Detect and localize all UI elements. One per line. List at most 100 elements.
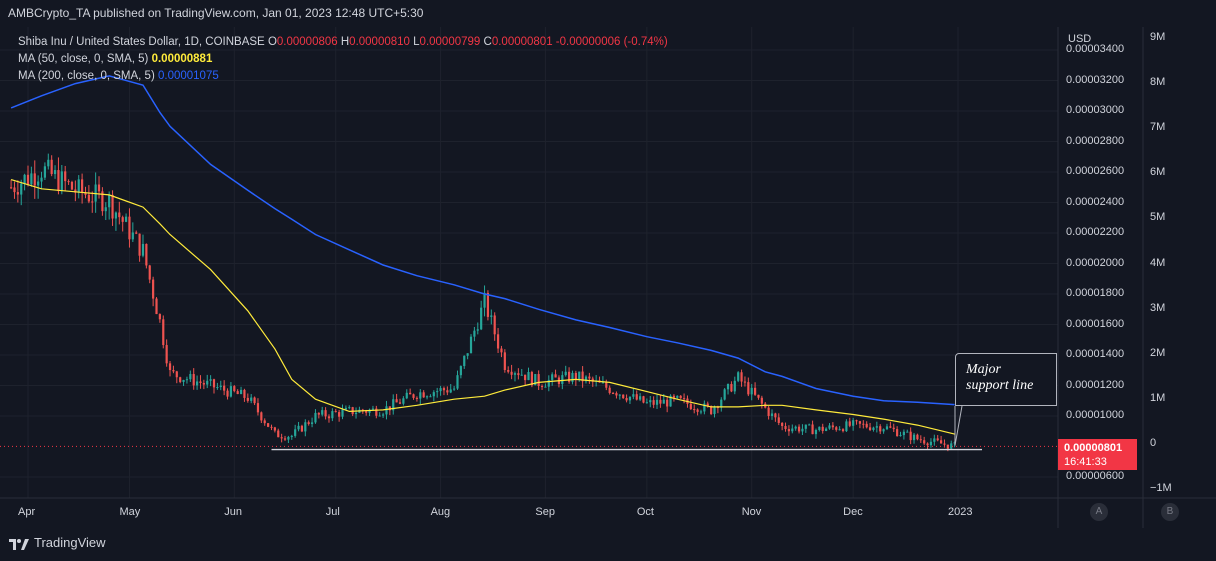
symbol-name[interactable]: Shiba Inu / United States Dollar, 1D, CO… (18, 36, 265, 48)
candle-body (412, 394, 415, 398)
candle-body (114, 212, 118, 219)
callout-line-1: Major (966, 362, 1001, 377)
candle-body (652, 400, 655, 405)
candle-body (544, 386, 547, 388)
scale-b-button[interactable]: B (1161, 503, 1179, 521)
candle-body (344, 407, 347, 410)
candle-body (321, 410, 324, 415)
time-tick-label: May (119, 506, 141, 518)
candle-body (16, 192, 19, 195)
candle-body (297, 425, 300, 430)
candle-body (446, 390, 449, 393)
candle-body (720, 399, 723, 408)
candle-body (483, 292, 486, 308)
candle-body (669, 395, 672, 407)
candle-body (513, 373, 517, 375)
candle-body (236, 391, 239, 395)
ohlc-values: O0.00000806 H0.00000810 L0.00000799 C0.0… (267, 36, 668, 48)
candle-body (226, 390, 229, 397)
candle-body (909, 431, 912, 441)
candle-body (713, 407, 716, 415)
candle-body (195, 381, 199, 386)
price-tick-label: 0.00003200 (1066, 73, 1125, 86)
candle-body (618, 394, 621, 396)
candle-body (770, 413, 774, 416)
candle-body (253, 397, 256, 404)
auto-scale-button[interactable]: A (1090, 503, 1108, 521)
candle-body (496, 334, 500, 349)
candle-body (229, 386, 233, 397)
candle-body (950, 443, 953, 449)
ma200-legend[interactable]: MA (200, close, 0, SMA, 5) 0.00001075 (18, 70, 219, 82)
candle-body (574, 372, 577, 380)
candle-body (185, 379, 189, 381)
support-callout[interactable]: Major support line (955, 353, 1057, 406)
candle-body (91, 201, 94, 203)
candle-body (726, 383, 730, 390)
candle-body (862, 423, 865, 425)
candle-body (750, 387, 753, 395)
currency-label[interactable]: USD (1068, 33, 1092, 45)
candle-body (520, 374, 523, 376)
candle-body (737, 372, 740, 381)
candle-body (679, 395, 682, 399)
candle-body (896, 429, 899, 437)
candle-body (659, 399, 662, 404)
candle-body (517, 373, 520, 376)
candle-body (317, 412, 320, 415)
candle-body (206, 380, 209, 385)
candle-body (50, 159, 53, 175)
time-tick-label: Oct (636, 506, 654, 518)
candle-body (20, 183, 23, 195)
footer-brand[interactable]: TradingView (8, 535, 106, 551)
candle-body (666, 399, 669, 407)
candle-body (852, 420, 855, 426)
price-tick-label: 0.00002600 (1066, 165, 1125, 177)
candle-body (442, 388, 446, 391)
candle-body (919, 439, 922, 441)
price-chart[interactable] (0, 27, 1216, 528)
candle-body (564, 371, 567, 376)
volume-tick-label: −1M (1150, 482, 1172, 494)
candle-body (639, 396, 642, 400)
candle-body (510, 371, 513, 375)
candle-body (118, 212, 121, 218)
candle-body (121, 217, 124, 222)
candle-body (493, 315, 496, 335)
candle-body (310, 422, 314, 424)
candle-body (395, 399, 398, 403)
candle-body (409, 392, 412, 395)
candle-body (304, 422, 307, 432)
candle-body (628, 396, 632, 401)
volume-tick-label: 4M (1150, 256, 1166, 269)
candle-body (757, 394, 760, 398)
candle-body (540, 386, 544, 388)
candle-body (192, 374, 195, 386)
candle-body (710, 406, 713, 415)
candle-body (622, 394, 625, 399)
candle-body (831, 425, 834, 428)
candle-body (202, 382, 205, 385)
candle-body (882, 429, 885, 432)
candle-body (250, 397, 253, 401)
price-tick-label: 0.00003000 (1066, 104, 1125, 116)
candle-body (473, 330, 476, 337)
candle-body (243, 389, 246, 398)
volume-tick-label: 2M (1150, 346, 1166, 359)
price-tick-label: 0.00001600 (1066, 317, 1125, 330)
candle-body (402, 398, 405, 404)
candle-body (605, 382, 608, 388)
candle-body (270, 426, 273, 428)
candle-body (507, 369, 510, 372)
candle-body (439, 388, 442, 392)
candle-body (811, 424, 814, 435)
candle-body (902, 431, 905, 436)
last-price-tag: 0.00000801 16:41:33 (1058, 439, 1137, 471)
candle-body (740, 372, 743, 382)
candle-body (327, 416, 331, 419)
candle-body (432, 392, 435, 397)
candle-body (67, 181, 70, 183)
ma50-legend[interactable]: MA (50, close, 0, SMA, 5) 0.00000881 (18, 53, 213, 65)
ma50-line (10, 179, 955, 435)
candle-body (179, 377, 182, 382)
